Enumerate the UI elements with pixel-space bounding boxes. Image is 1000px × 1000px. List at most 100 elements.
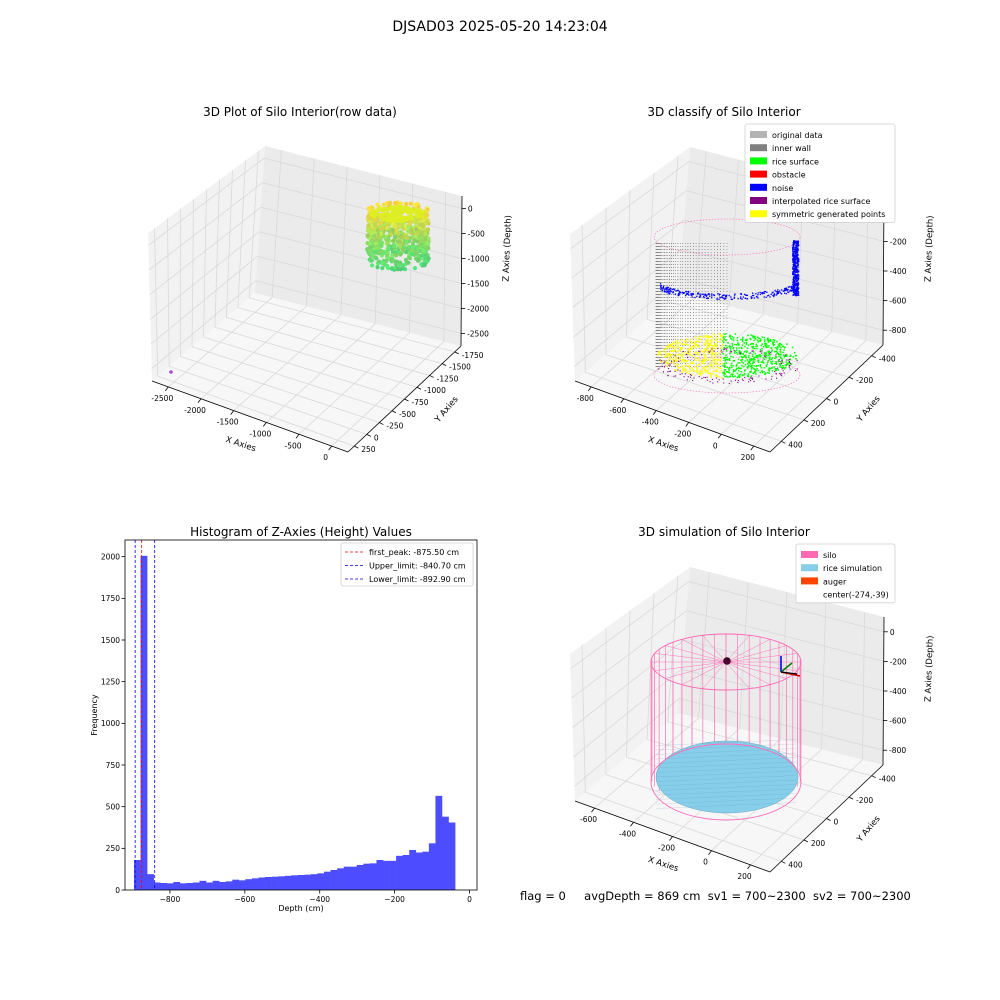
rice-surface-point [768, 372, 770, 374]
noise-point [795, 279, 797, 281]
rice-surface-point [701, 370, 703, 373]
rice-surface-point [748, 364, 750, 367]
interpolated-point [684, 373, 686, 375]
rice-surface-point [675, 358, 677, 360]
rice-surface-point [684, 340, 686, 343]
rice-surface-point [732, 347, 734, 350]
rice-surface-point [744, 369, 746, 371]
noise-point [793, 283, 795, 285]
rice-surface-point [750, 359, 753, 361]
noise-point [688, 294, 690, 296]
rice-surface-point [760, 361, 763, 363]
rice-surface-point [671, 346, 673, 348]
rice-surface-point [698, 346, 700, 348]
rice-surface-point [770, 358, 773, 360]
rice-surface-point [702, 350, 705, 353]
rice-surface-point [717, 366, 720, 369]
noise-point [725, 294, 727, 297]
z-tick-label: -600 [889, 297, 906, 306]
interpolated-point [752, 378, 754, 380]
rice-surface-point [791, 346, 794, 349]
rice-surface-point [746, 350, 748, 352]
interpolated-point [782, 370, 784, 372]
rice-surface-point [744, 373, 746, 375]
rice-surface-point [776, 352, 778, 355]
simulation-legend-entry: silo [823, 551, 837, 560]
rice-surface-point [716, 358, 719, 360]
silo-roof-line [725, 653, 798, 663]
rice-surface-point [788, 362, 790, 364]
interpolated-point [687, 376, 689, 378]
rice-surface-point [707, 351, 709, 353]
rice-surface-point [748, 361, 751, 364]
rice-surface-point [686, 352, 689, 354]
rice-surface-point [769, 358, 771, 361]
rice-surface-point [683, 359, 685, 361]
rice-mesh-line [655, 779, 797, 787]
rice-surface-point [708, 336, 710, 339]
noise-point [793, 241, 795, 243]
rice-surface-point [715, 369, 718, 371]
rice-surface-point [741, 344, 744, 346]
noise-point [795, 282, 797, 285]
interpolated-point [770, 378, 772, 380]
rice-surface-point [693, 345, 696, 347]
rice-surface-point [687, 344, 689, 346]
histogram-bar [192, 882, 200, 890]
noise-point [677, 289, 679, 292]
rice-surface-point [705, 347, 707, 349]
rice-surface-point [691, 355, 694, 357]
rice-surface-point [681, 370, 683, 373]
rice-surface-point [735, 369, 737, 371]
noise-point [699, 296, 701, 298]
y-tick-label: -1250 [437, 374, 459, 383]
rice-surface-point [703, 359, 706, 361]
rice-surface-point [711, 365, 714, 367]
rice-surface-point [722, 337, 725, 339]
rice-surface-point [718, 352, 721, 354]
y-tick-label: -400 [879, 775, 896, 784]
raw-point [381, 202, 386, 207]
noise-point [721, 296, 723, 298]
rice-surface-point [706, 336, 709, 338]
rice-surface-point [762, 361, 764, 364]
noise-point [780, 293, 783, 295]
noise-point [709, 295, 711, 297]
noise-point [796, 244, 798, 247]
rice-surface-point [699, 364, 701, 366]
rice-surface-point [741, 358, 744, 361]
noise-point [797, 266, 799, 268]
interpolated-point [721, 351, 723, 353]
noise-point [794, 258, 797, 260]
rice-surface-point [672, 358, 674, 361]
y-gridline [203, 189, 207, 338]
noise-point [770, 293, 772, 295]
raw-point [380, 266, 385, 271]
noise-point [680, 292, 682, 294]
z-gridline [681, 668, 884, 721]
rice-surface-point [674, 369, 677, 371]
rice-surface-point [719, 355, 721, 357]
noise-point [785, 287, 787, 289]
rice-surface-point [722, 364, 724, 367]
rice-surface-point [702, 358, 704, 361]
rice-surface-point [716, 338, 718, 340]
raw-point [401, 247, 406, 252]
interpolated-point [712, 382, 714, 384]
raw-point [369, 231, 374, 236]
noise-point [793, 264, 796, 266]
interpolated-point [776, 377, 778, 379]
z-tick-label: -800 [889, 326, 906, 335]
raw-point [384, 207, 388, 211]
x-tick-label: 0 [703, 858, 708, 867]
raw-point [423, 255, 428, 260]
rice-surface-point [744, 370, 746, 372]
rice-surface-point [725, 344, 727, 347]
raw-point [393, 223, 398, 229]
rice-surface-point [751, 355, 754, 357]
rice-surface-point [660, 361, 663, 363]
rice-surface-point [736, 337, 739, 339]
noise-point [795, 247, 797, 249]
raw-point [370, 253, 375, 258]
rice-surface-point [790, 354, 792, 357]
